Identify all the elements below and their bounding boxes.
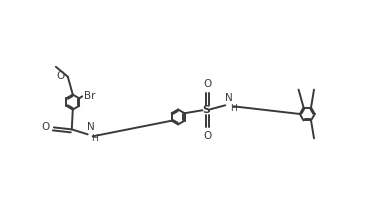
Text: H: H [230,104,237,113]
Text: N: N [225,93,233,103]
Text: O: O [203,79,212,89]
Text: O: O [203,131,212,141]
Text: O: O [56,71,64,81]
Text: H: H [91,134,98,143]
Text: Br: Br [84,91,96,101]
Text: S: S [202,105,211,115]
Text: N: N [87,122,94,132]
Text: O: O [42,122,50,132]
